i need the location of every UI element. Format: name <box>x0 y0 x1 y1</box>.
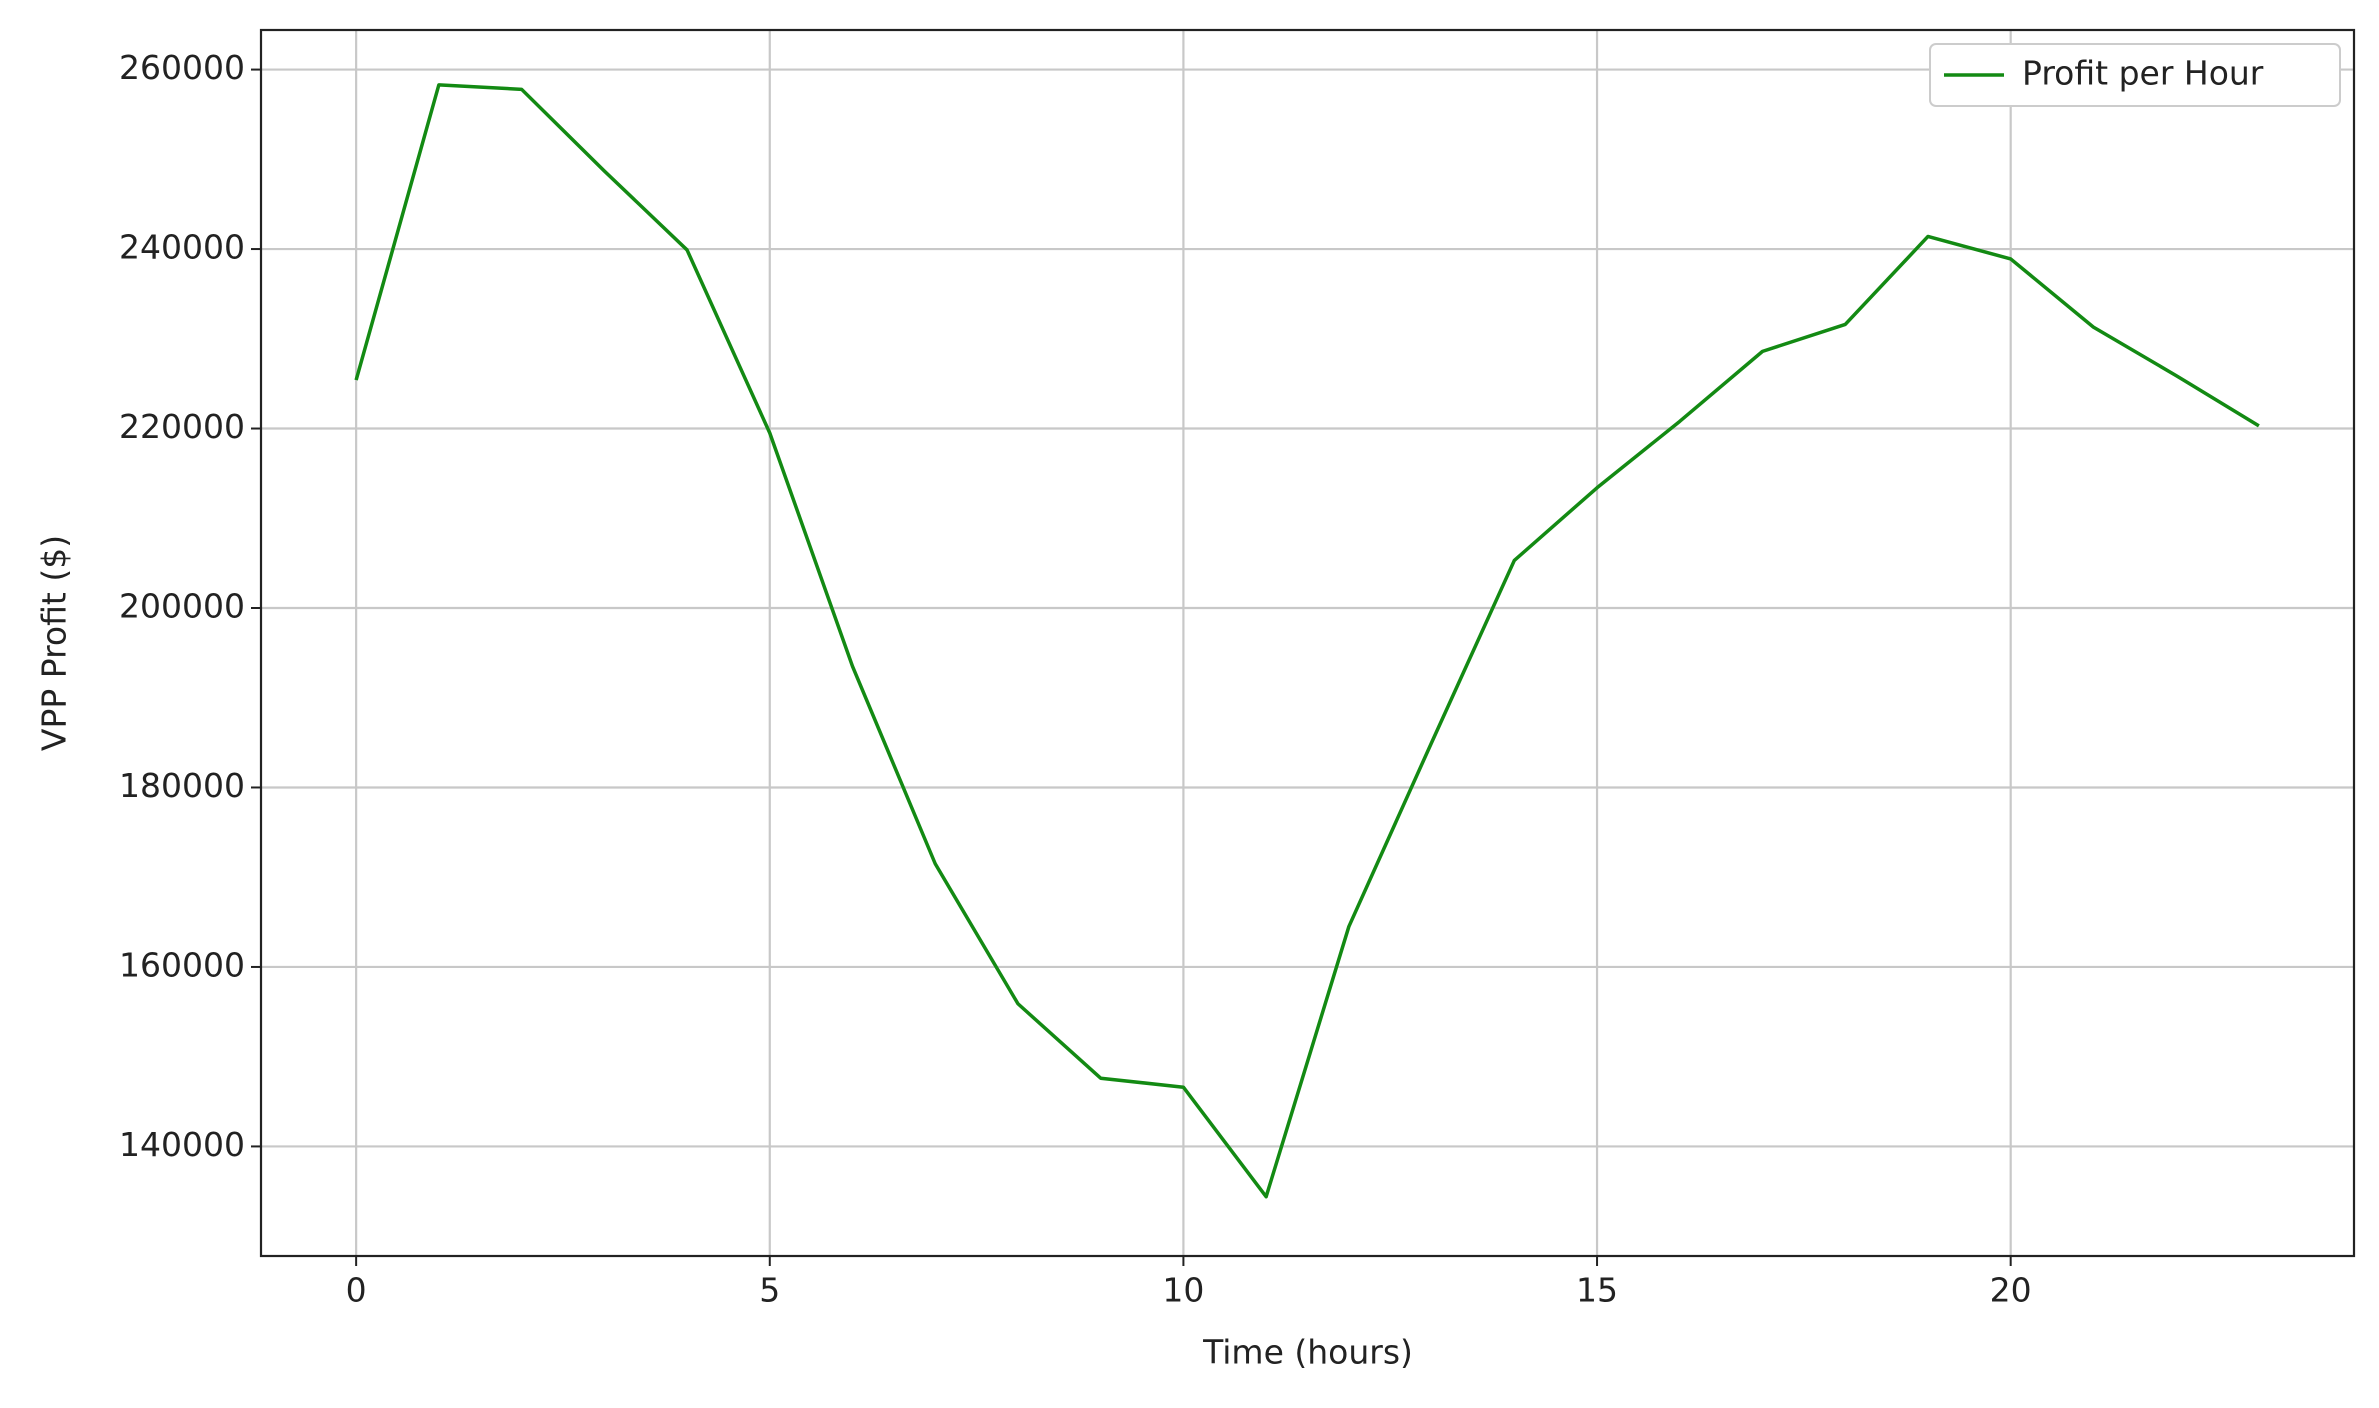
y-tick-label: 260000 <box>119 48 245 87</box>
legend-box <box>1929 43 2341 107</box>
x-tick-label: 5 <box>759 1271 780 1310</box>
y-tick-label: 140000 <box>119 1125 245 1164</box>
x-tick-label: 10 <box>1162 1271 1204 1310</box>
plot-frame <box>259 28 2356 1258</box>
legend: Profit per Hour <box>1929 43 2341 107</box>
data-line <box>354 83 2260 1199</box>
y-tick-label: 180000 <box>119 766 245 805</box>
x-tick-label: 0 <box>346 1271 367 1310</box>
y-tick-label: 200000 <box>119 587 245 626</box>
y-tick-label: 220000 <box>119 407 245 446</box>
y-tick-label: 160000 <box>119 945 245 984</box>
legend-label: Profit per Hour <box>2022 54 2264 93</box>
x-tick-label: 20 <box>1990 1271 2032 1310</box>
x-axis-label: Time (hours) <box>1202 1333 1413 1372</box>
y-tick-label: 240000 <box>119 228 245 267</box>
y-axis-label: VPP Profit ($) <box>35 535 74 751</box>
x-tick-label: 15 <box>1576 1271 1618 1310</box>
